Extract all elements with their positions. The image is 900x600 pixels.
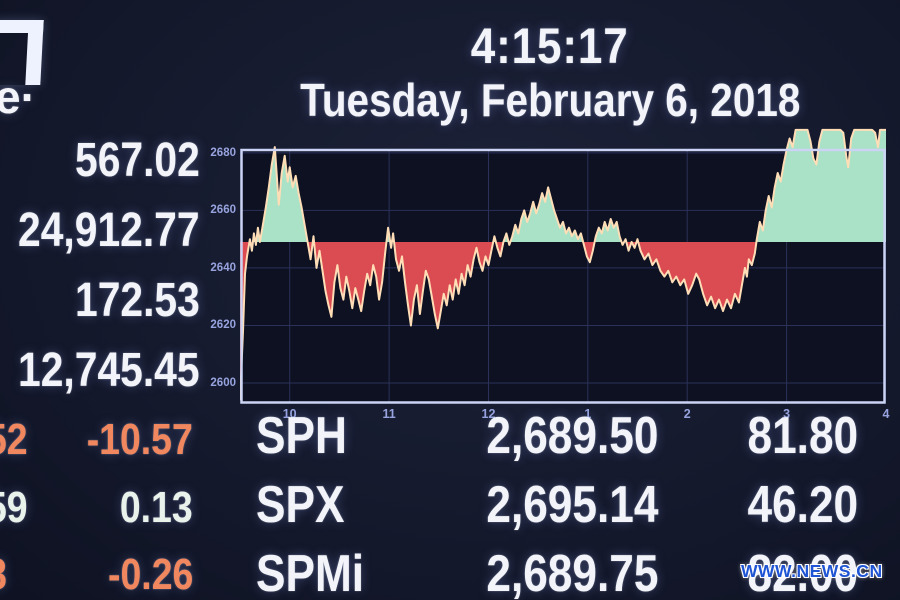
index-value-3: 172.53 <box>75 274 200 327</box>
x-axis-label: 12 <box>481 407 496 421</box>
x-axis-label: 2 <box>683 407 691 421</box>
date-line: Tuesday, February 6, 2018 <box>299 74 801 126</box>
intraday-chart <box>239 128 887 404</box>
clipped-index-value: 59 <box>0 483 28 532</box>
quote-change: 82.00 <box>747 545 858 600</box>
index-value-1: 567.02 <box>75 134 200 187</box>
y-axis-label: 2620 <box>210 319 236 332</box>
x-axis-label: 1 <box>584 407 592 421</box>
x-axis-label: 10 <box>282 407 297 421</box>
y-axis-label: 2680 <box>210 146 236 159</box>
nyse-logo-partial-text: e· <box>0 71 36 123</box>
y-axis-label: 2640 <box>210 261 236 274</box>
chart-plot <box>239 128 887 404</box>
index-value-2: 24,912.77 <box>18 204 200 257</box>
news-cn-watermark: WWW.NEWS.CN <box>741 561 883 581</box>
quote-price: 2,695.14 <box>485 476 658 534</box>
x-axis-label: 3 <box>783 407 791 421</box>
index-change-value: 0.13 <box>120 483 193 532</box>
quote-symbol: SPX <box>256 476 345 534</box>
quote-change: 46.20 <box>747 476 858 534</box>
clock-time: 4:15:17 <box>471 18 629 74</box>
quote-price: 2,689.50 <box>485 407 658 465</box>
y-axis-label: 2600 <box>210 377 236 389</box>
index-change-value: -10.57 <box>86 415 193 464</box>
y-axis-label: 2660 <box>210 204 236 217</box>
quote-symbol: SPH <box>256 407 347 465</box>
clipped-index-value: 52 <box>0 415 28 464</box>
quote-price: 2,689.75 <box>485 545 658 600</box>
quote-symbol: SPMi <box>256 545 365 600</box>
clipped-index-value: 8 <box>0 553 10 597</box>
quote-change: 81.80 <box>747 407 858 465</box>
index-change-value: -0.26 <box>107 550 193 599</box>
x-axis-label: 11 <box>382 407 396 421</box>
x-axis-label: 4 <box>882 407 890 421</box>
index-value-4: 12,745.45 <box>18 344 200 397</box>
